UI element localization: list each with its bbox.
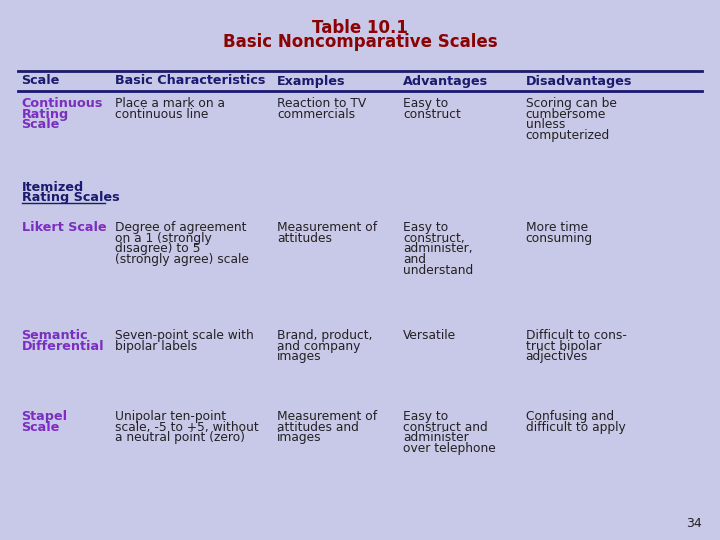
Text: continuous line: continuous line — [115, 108, 209, 121]
Text: Measurement of: Measurement of — [277, 221, 377, 234]
Text: Scale: Scale — [22, 118, 60, 131]
Text: Advantages: Advantages — [403, 75, 488, 87]
Text: Examples: Examples — [277, 75, 346, 87]
Text: Table 10.1: Table 10.1 — [312, 19, 408, 37]
Text: images: images — [277, 431, 322, 444]
Text: (strongly agree) scale: (strongly agree) scale — [115, 253, 249, 266]
Text: Measurement of: Measurement of — [277, 410, 377, 423]
Text: cumbersome: cumbersome — [526, 108, 606, 121]
Text: Easy to: Easy to — [403, 97, 449, 110]
Text: commercials: commercials — [277, 108, 356, 121]
Text: over telephone: over telephone — [403, 442, 496, 455]
Text: Scale: Scale — [22, 421, 60, 434]
Text: consuming: consuming — [526, 232, 593, 245]
Text: 34: 34 — [686, 517, 702, 530]
Text: administer,: administer, — [403, 242, 473, 255]
Text: Rating: Rating — [22, 108, 69, 121]
Text: construct and: construct and — [403, 421, 488, 434]
Text: a neutral point (zero): a neutral point (zero) — [115, 431, 246, 444]
Text: bipolar labels: bipolar labels — [115, 340, 197, 353]
Text: Disadvantages: Disadvantages — [526, 75, 632, 87]
Text: construct,: construct, — [403, 232, 465, 245]
Text: adjectives: adjectives — [526, 350, 588, 363]
Text: Differential: Differential — [22, 340, 104, 353]
Text: Scoring can be: Scoring can be — [526, 97, 616, 110]
Text: More time: More time — [526, 221, 588, 234]
Text: truct bipolar: truct bipolar — [526, 340, 601, 353]
Text: Unipolar ten-point: Unipolar ten-point — [115, 410, 226, 423]
Text: difficult to apply: difficult to apply — [526, 421, 626, 434]
Text: attitudes: attitudes — [277, 232, 332, 245]
Text: Scale: Scale — [22, 75, 60, 87]
Text: Place a mark on a: Place a mark on a — [115, 97, 225, 110]
Text: Confusing and: Confusing and — [526, 410, 613, 423]
Text: Itemized: Itemized — [22, 181, 84, 194]
Text: Semantic: Semantic — [22, 329, 89, 342]
Text: Easy to: Easy to — [403, 221, 449, 234]
Text: administer: administer — [403, 431, 469, 444]
Text: images: images — [277, 350, 322, 363]
Text: Basic Noncomparative Scales: Basic Noncomparative Scales — [222, 33, 498, 51]
Text: Degree of agreement: Degree of agreement — [115, 221, 247, 234]
Text: understand: understand — [403, 264, 474, 276]
Text: Stapel: Stapel — [22, 410, 68, 423]
Text: Difficult to cons-: Difficult to cons- — [526, 329, 626, 342]
Text: Basic Characteristics: Basic Characteristics — [115, 75, 266, 87]
Text: unless: unless — [526, 118, 565, 131]
Text: Brand, product,: Brand, product, — [277, 329, 373, 342]
Text: construct: construct — [403, 108, 461, 121]
Text: scale, -5 to +5, without: scale, -5 to +5, without — [115, 421, 259, 434]
Text: Rating Scales: Rating Scales — [22, 191, 120, 205]
Text: on a 1 (strongly: on a 1 (strongly — [115, 232, 212, 245]
Text: Versatile: Versatile — [403, 329, 456, 342]
Text: Likert Scale: Likert Scale — [22, 221, 107, 234]
Text: and company: and company — [277, 340, 361, 353]
Text: Reaction to TV: Reaction to TV — [277, 97, 366, 110]
Text: attitudes and: attitudes and — [277, 421, 359, 434]
Text: Continuous: Continuous — [22, 97, 103, 110]
Text: disagree) to 5: disagree) to 5 — [115, 242, 201, 255]
Text: Easy to: Easy to — [403, 410, 449, 423]
Text: Seven-point scale with: Seven-point scale with — [115, 329, 254, 342]
Text: computerized: computerized — [526, 129, 610, 142]
Text: and: and — [403, 253, 426, 266]
